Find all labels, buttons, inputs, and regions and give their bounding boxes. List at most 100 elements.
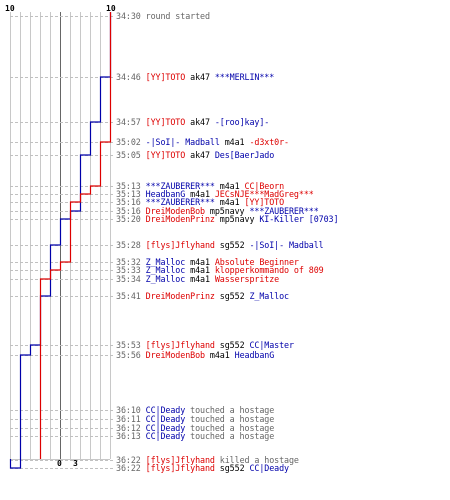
event-row: 35:16 ***ZAUBERER*** m4a1 [YY]TOTO xyxy=(116,197,284,207)
weapon-name: ak47 xyxy=(190,150,215,160)
player-name: klopperkommando of 809 xyxy=(214,265,324,275)
event-dash-lines xyxy=(10,16,114,469)
event-row: 34:30 round started xyxy=(116,11,210,21)
player-name: CC|Master xyxy=(249,340,294,350)
event-row: 36:22 [flys]Jflyhand killed a hostage xyxy=(116,455,299,465)
player-name: CC|Deady xyxy=(145,431,191,441)
player-name: JECsNJE***MadGreg*** xyxy=(214,189,314,199)
player-name: Absolute Beginner xyxy=(214,257,299,267)
weapon-name: mp5navy xyxy=(219,214,260,224)
player-name: Z_Malloc xyxy=(249,291,289,301)
event-time: 34:57 xyxy=(116,117,146,127)
event-time: 35:28 xyxy=(116,240,146,250)
player-name: KI-Killer [0703] xyxy=(259,214,339,224)
blue-scale-bottom: 0 xyxy=(57,459,62,468)
player-name: DreiModenBob xyxy=(145,206,210,216)
weapon-name: m4a1 xyxy=(190,265,215,275)
player-name: CC|Beorn xyxy=(244,181,285,191)
event-row: 34:57 [YY]TOTO ak47 -[roo]kay]- xyxy=(116,117,269,127)
event-time: 35:56 xyxy=(116,350,146,360)
player-name: HeadbanG xyxy=(145,189,191,199)
event-time: 36:10 xyxy=(116,405,146,415)
player-name: Des[BaerJado xyxy=(214,150,275,160)
player-name: -|SoI|- Madball xyxy=(145,137,225,147)
event-message: touched a hostage xyxy=(190,423,275,433)
event-row: 35:28 [flys]Jflyhand sg552 -|SoI|- Madba… xyxy=(116,240,324,250)
event-row: 35:33 Z_Malloc m4a1 klopperkommando of 8… xyxy=(116,265,324,275)
team-lines xyxy=(9,12,112,469)
event-time: 35:34 xyxy=(116,274,146,284)
weapon-name: m4a1 xyxy=(190,189,215,199)
player-name: [flys]Jflyhand xyxy=(145,455,220,465)
weapon-name: m4a1 xyxy=(219,181,245,191)
player-name: [YY]TOTO xyxy=(145,117,191,127)
event-time: 36:12 xyxy=(116,423,146,433)
event-row: 36:22 [flys]Jflyhand sg552 CC|Deady xyxy=(116,463,289,473)
event-row: 35:53 [flys]Jflyhand sg552 CC|Master xyxy=(116,340,294,350)
player-name: [flys]Jflyhand xyxy=(145,240,220,250)
event-time: 35:16 xyxy=(116,206,146,216)
weapon-name: sg552 xyxy=(219,240,250,250)
player-name: [YY]TOTO xyxy=(145,72,191,82)
weapon-name: m4a1 xyxy=(209,350,235,360)
weapon-name: ak47 xyxy=(190,72,215,82)
event-row: 36:12 CC|Deady touched a hostage xyxy=(116,423,274,433)
weapon-name: mp5navy xyxy=(209,206,250,216)
weapon-name: ak47 xyxy=(190,117,215,127)
player-name: Z_Malloc xyxy=(145,257,191,267)
player-name: -[roo]kay]- xyxy=(214,117,270,127)
player-name: CC|Deady xyxy=(145,405,191,415)
event-row: 36:11 CC|Deady touched a hostage xyxy=(116,414,274,424)
event-row: 35:32 Z_Malloc m4a1 Absolute Beginner xyxy=(116,257,299,267)
event-row: 35:13 HeadbanG m4a1 JECsNJE***MadGreg*** xyxy=(116,189,314,199)
player-name: ***ZAUBERER*** xyxy=(249,206,319,216)
weapon-name: sg552 xyxy=(219,463,250,473)
event-row: 35:02 -|SoI|- Madball m4a1 -d3xt0r- xyxy=(116,137,289,147)
event-time: 36:22 xyxy=(116,463,146,473)
player-name: [YY]TOTO xyxy=(145,150,191,160)
event-row: 36:10 CC|Deady touched a hostage xyxy=(116,405,274,415)
event-time: 35:33 xyxy=(116,265,146,275)
event-time: 36:11 xyxy=(116,414,146,424)
weapon-name: sg552 xyxy=(219,340,250,350)
weapon-name: m4a1 xyxy=(219,197,245,207)
player-name: HeadbanG xyxy=(234,350,275,360)
red-team-line xyxy=(39,12,112,459)
red-scale-bottom: 3 xyxy=(73,459,78,468)
event-time: 36:22 xyxy=(116,455,146,465)
event-time: 35:05 xyxy=(116,150,146,160)
event-row: 35:20 DreiModenPrinz mp5navy KI-Killer [… xyxy=(116,214,339,224)
weapon-name: sg552 xyxy=(219,291,250,301)
event-row: 36:13 CC|Deady touched a hostage xyxy=(116,431,274,441)
event-message: round started xyxy=(145,11,210,21)
event-row: 35:13 ***ZAUBERER*** m4a1 CC|Beorn xyxy=(116,181,284,191)
player-name: DreiModenBob xyxy=(145,350,210,360)
player-name: CC|Deady xyxy=(145,423,191,433)
event-time: 35:53 xyxy=(116,340,146,350)
blue-scale-top: 10 xyxy=(5,4,15,13)
player-name: Wasserspritze xyxy=(214,274,280,284)
weapon-name: m4a1 xyxy=(190,274,215,284)
event-message: killed a hostage xyxy=(219,455,299,465)
player-name: [flys]Jflyhand xyxy=(145,340,220,350)
event-message: touched a hostage xyxy=(190,405,275,415)
blue-team-line xyxy=(9,12,112,469)
player-name: DreiModenPrinz xyxy=(145,291,220,301)
event-message: touched a hostage xyxy=(190,414,275,424)
player-name: DreiModenPrinz xyxy=(145,214,220,224)
player-name: -d3xt0r- xyxy=(249,137,289,147)
event-time: 35:41 xyxy=(116,291,146,301)
weapon-name: m4a1 xyxy=(190,257,215,267)
player-name: Z_Malloc xyxy=(145,274,191,284)
event-time: 35:13 xyxy=(116,189,146,199)
event-time: 35:20 xyxy=(116,214,146,224)
player-name: [YY]TOTO xyxy=(244,197,285,207)
player-name: ***MERLIN*** xyxy=(214,72,275,82)
player-name: CC|Deady xyxy=(145,414,191,424)
event-time: 36:13 xyxy=(116,431,146,441)
player-name: CC|Deady xyxy=(249,463,289,473)
event-time: 35:02 xyxy=(116,137,146,147)
player-name: [flys]Jflyhand xyxy=(145,463,220,473)
player-name: Z_Malloc xyxy=(145,265,191,275)
